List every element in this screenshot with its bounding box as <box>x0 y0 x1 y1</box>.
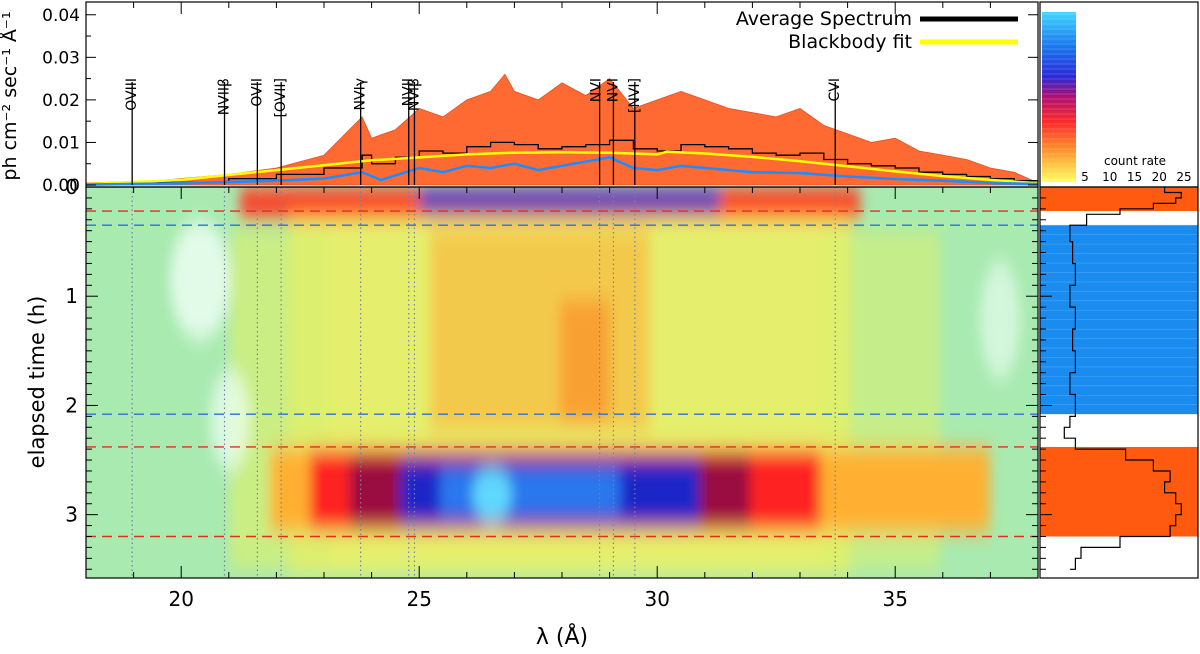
legend: Average Spectrum Blackbody fit <box>736 8 1018 53</box>
spectrum-ytick-label: 0.03 <box>42 48 80 68</box>
xlabel: λ (Å) <box>536 623 588 650</box>
lightcurve-panel <box>1040 187 1198 570</box>
dynamic-ylabel: elapsed time (h) <box>25 296 49 469</box>
spectrum-ytick-label: 0.04 <box>42 6 80 26</box>
xtick-label: 30 <box>644 587 669 611</box>
colorbar-title: count rate <box>1104 154 1166 168</box>
line-id-label: [OVII] <box>273 78 289 118</box>
spectrum-ytick-label: 0.00 <box>42 176 80 196</box>
line-id-label: NVIγ <box>353 78 369 110</box>
line-id-label: NVI <box>605 78 621 102</box>
colorbar: count rate 5 10 15 20 25 <box>1040 2 1198 187</box>
colorbar-ramp <box>1042 12 1076 182</box>
dyn-low-cyan <box>472 467 512 523</box>
dynamic-ytick-label: 0 <box>65 175 78 199</box>
line-id-label: NVI <box>589 78 605 102</box>
dyn-white-patch-3 <box>980 260 1020 380</box>
lightcurve-line <box>1063 187 1182 570</box>
xtick-label: 25 <box>406 587 431 611</box>
legend-label-blackbody: Blackbody fit <box>788 31 912 53</box>
dynamic-ytick-label: 1 <box>65 284 78 308</box>
xtick-label: 20 <box>168 587 193 611</box>
dynamic-spectrum-panel <box>86 187 1038 578</box>
line-id-label: OVIII <box>124 78 140 111</box>
dyn-low-lightblue <box>440 468 620 516</box>
line-id-label: NVII <box>401 78 417 106</box>
colorbar-tick-label: 5 <box>1081 170 1089 184</box>
colorbar-tick-label: 25 <box>1176 170 1191 184</box>
colorbar-tick-label: 10 <box>1102 170 1117 184</box>
line-id-label: NVIβ <box>406 78 422 111</box>
lightcurve-bright-band <box>1040 446 1198 537</box>
line-id-label: CVI <box>827 78 843 101</box>
dyn-orange-mid <box>430 230 650 430</box>
spectrum-ylabel: ph cm⁻² sec⁻¹ Å⁻¹ <box>0 11 21 180</box>
lightcurve-bright-band <box>1040 187 1198 212</box>
legend-label-average: Average Spectrum <box>736 8 912 30</box>
dyn-top-blue <box>420 190 720 212</box>
lightcurve-frame <box>1039 186 1199 579</box>
series-line-minimum <box>86 155 1038 186</box>
colorbar-tick-label: 20 <box>1152 170 1167 184</box>
line-id-label: NVIIβ <box>217 78 233 115</box>
line-id-label: OVII <box>249 78 265 107</box>
dynamic-ytick-label: 3 <box>65 503 78 527</box>
dyn-white-patch-2 <box>210 370 250 470</box>
colorbar-tick-label: 15 <box>1127 170 1142 184</box>
dynamic-ytick-label: 2 <box>65 393 78 417</box>
xtick-label: 35 <box>882 587 907 611</box>
spectrum-ytick-label: 0.01 <box>42 133 80 153</box>
series-area-maximum <box>86 73 1038 186</box>
dyn-white-patch-1 <box>170 220 230 340</box>
spectrum-ytick-label: 0.02 <box>42 91 80 111</box>
series-line-blackbody <box>86 150 1038 186</box>
line-id-label: [NVI] <box>627 78 643 113</box>
dyn-orange-streak <box>560 300 610 420</box>
series-line-average <box>86 139 1038 185</box>
